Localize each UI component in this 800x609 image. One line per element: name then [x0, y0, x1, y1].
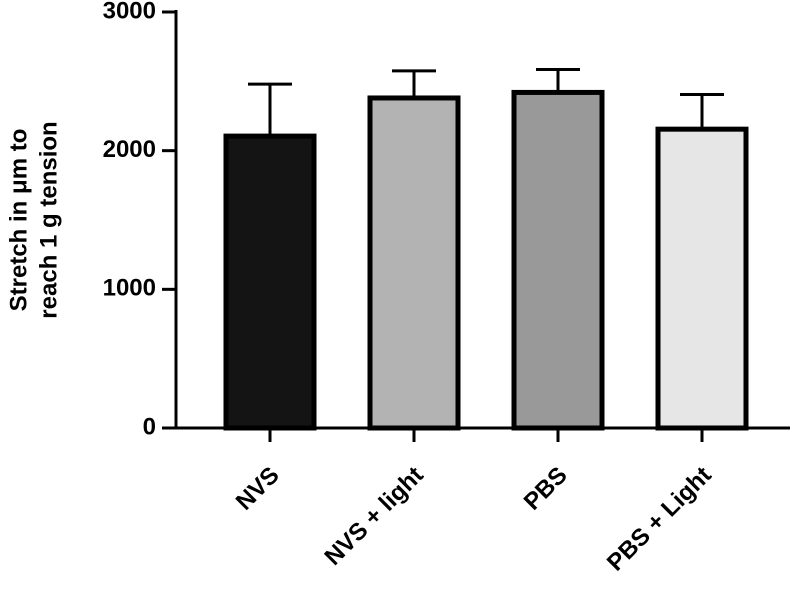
y-axis-label: Stretch in μm to — [5, 129, 32, 312]
bar — [367, 95, 461, 431]
bar — [223, 133, 317, 431]
y-tick-label: 2000 — [103, 136, 156, 163]
bar — [655, 126, 749, 431]
x-tick-label: NVS + light — [320, 462, 429, 571]
x-tick-label: NVS — [231, 462, 285, 516]
bar — [511, 89, 605, 431]
x-tick-label: PBS — [519, 462, 573, 516]
y-axis-label: reach 1 g tension — [35, 121, 62, 318]
x-tick-label: PBS + Light — [602, 462, 717, 577]
y-tick-label: 1000 — [103, 275, 156, 302]
y-tick-label: 0 — [143, 413, 156, 440]
y-tick-label: 3000 — [103, 0, 156, 24]
